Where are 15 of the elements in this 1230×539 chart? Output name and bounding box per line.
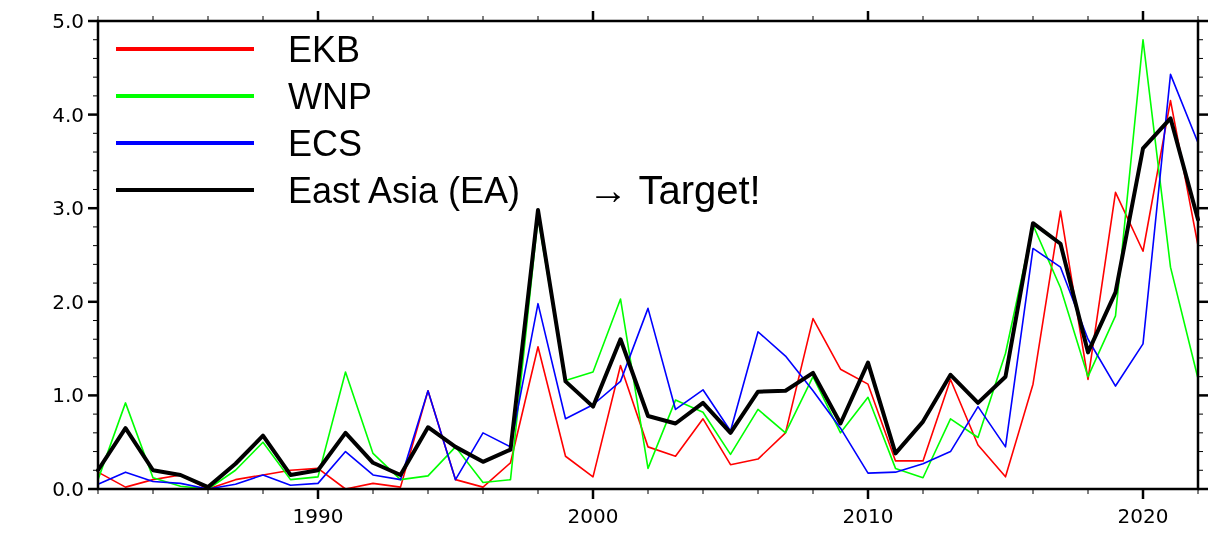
y-tick-label: 4.0	[52, 102, 84, 127]
y-tick-label: 2.0	[52, 289, 84, 314]
x-tick-label: 1990	[292, 504, 344, 528]
x-tick-label: 2000	[567, 504, 619, 528]
y-tick-label: 0.0	[52, 477, 84, 501]
y-tick-label: 3.0	[52, 196, 84, 221]
x-tick-label: 2020	[1117, 504, 1169, 528]
legend-label: East Asia (EA)	[288, 169, 521, 211]
legend-label: WNP	[288, 75, 372, 117]
annotation: → Target!	[588, 168, 761, 212]
y-tick-label: 1.0	[52, 383, 84, 408]
x-tick-label: 2010	[842, 504, 894, 528]
y-tick-label: 5.0	[52, 9, 84, 33]
legend-label: EKB	[288, 28, 361, 70]
legend-label: ECS	[288, 122, 363, 164]
